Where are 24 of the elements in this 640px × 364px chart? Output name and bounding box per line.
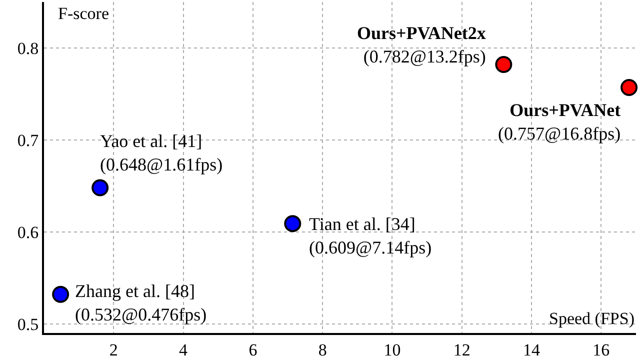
point: [284, 215, 302, 232]
x-tick-label: 4: [179, 340, 188, 360]
x-tick-label: 2: [109, 340, 118, 360]
point: [620, 79, 638, 96]
annotation: Yao et al. [41] (0.648@1.61fps): [100, 131, 223, 174]
point: [92, 179, 109, 196]
x-axis-title: Speed (FPS): [549, 309, 634, 328]
y-tick-label: 0.7: [17, 130, 40, 150]
annotation: Zhang et al. [48] (0.532@0.476fps): [75, 281, 207, 324]
x-tick-label: 16: [592, 340, 610, 360]
y-tick-label: 0.5: [17, 314, 39, 334]
y-tick-label: 0.6: [17, 222, 39, 242]
annotation: Tian et al. [34] (0.609@7.14fps): [309, 214, 432, 258]
point: [495, 56, 512, 74]
point: [52, 286, 70, 303]
y-tick-label: 0.8: [17, 38, 39, 58]
y-axis-title: F-score: [58, 4, 109, 23]
x-tick-label: 10: [384, 340, 401, 360]
annotation: Ours+PVANet2x (0.782@13.2fps): [357, 23, 486, 66]
x-tick-label: 8: [318, 340, 327, 360]
x-tick-label: 6: [248, 340, 258, 360]
annotation: Ours+PVANet (0.757@16.8fps): [498, 100, 621, 144]
x-tick-label: 12: [453, 340, 470, 360]
x-tick-label: 14: [523, 340, 541, 360]
